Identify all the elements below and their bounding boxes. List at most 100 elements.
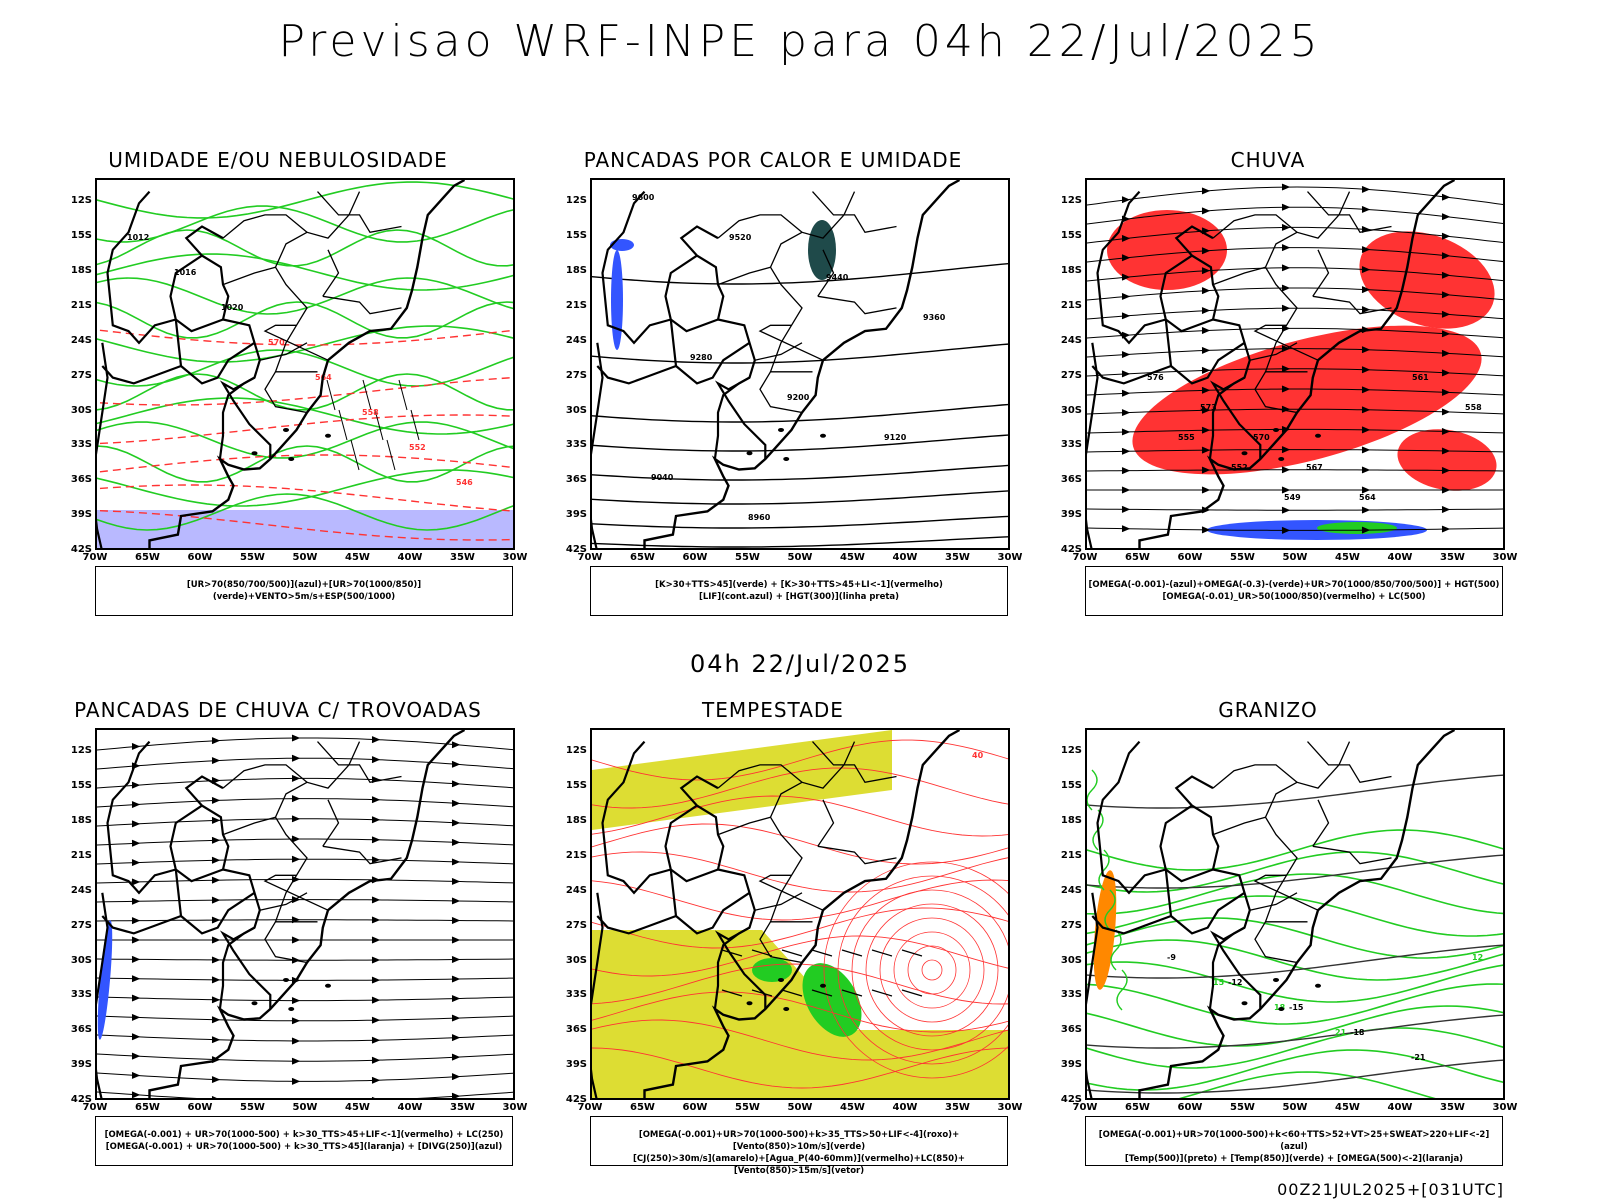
streamline-arrowhead	[1201, 366, 1211, 374]
streamline-arrowhead	[1441, 408, 1451, 416]
country-border	[679, 225, 767, 459]
legend-line: [OMEGA(-0.001) + UR>70(1000-500) + k>30_…	[104, 1130, 504, 1140]
state-border	[222, 764, 308, 789]
contour-label: 1012	[127, 233, 149, 242]
lon-label: 35W	[945, 552, 970, 563]
wind-vector	[386, 439, 396, 471]
streamline-arrowhead	[1361, 406, 1371, 414]
map-base	[1087, 730, 1456, 1098]
streamline-arrowhead	[131, 955, 141, 963]
streamline-arrowhead	[451, 995, 461, 1003]
streamline-arrowhead	[1121, 196, 1131, 204]
country-border	[106, 740, 177, 895]
streamline-arrowhead	[451, 1092, 461, 1098]
red-streamline	[592, 1019, 1008, 1061]
lat-label: 24S	[565, 334, 587, 346]
state-border	[758, 741, 856, 911]
cyclone-streamline	[921, 959, 943, 981]
temp-500-contour	[1087, 944, 1503, 979]
lat-label: 39S	[70, 509, 92, 521]
contour-label: 558	[362, 408, 379, 417]
streamline-arrowhead	[1361, 346, 1371, 354]
panel-pancadas-calor: PANCADAS POR CALOR E UMIDADE 9600 9520 944…	[543, 148, 1022, 618]
lat-label: 27S	[70, 919, 92, 931]
state-border	[754, 892, 803, 911]
country-border	[97, 342, 109, 548]
lat-label: 33S	[1060, 439, 1082, 451]
state-border	[322, 249, 340, 297]
state-border	[759, 921, 803, 964]
cyclone-streamline	[865, 903, 999, 1037]
lon-label: 70W	[82, 1102, 108, 1113]
streamline-arrowhead	[131, 839, 141, 847]
streamline-arrowhead	[371, 996, 381, 1004]
streamline-arrowhead	[1361, 466, 1371, 474]
coastline	[148, 730, 466, 1098]
streamline-arrowhead	[451, 741, 461, 749]
country-border	[664, 254, 719, 333]
lon-label: 40W	[892, 552, 918, 563]
state-border	[317, 191, 402, 234]
panel-title: GRANIZO	[1218, 698, 1318, 722]
lake-marker	[283, 427, 289, 432]
streamline-arrowhead	[1201, 386, 1211, 394]
lat-label: 24S	[565, 884, 587, 896]
state-border	[717, 214, 803, 239]
temp-850-contour	[1087, 1049, 1503, 1091]
lif-area	[611, 250, 623, 350]
streamline-arrowhead	[1441, 525, 1451, 533]
streamline-arrowhead	[371, 976, 381, 984]
height-contour	[592, 343, 1008, 364]
lat-label: 12S	[1060, 745, 1082, 757]
lat-label: 12S	[565, 745, 587, 757]
lon-label: 70W	[1072, 552, 1098, 563]
legend-line: [OMEGA(-0.001)+UR>70(1000-500)+k>35_TTS>…	[638, 1130, 960, 1152]
streamline-arrowhead	[211, 976, 221, 984]
lat-label: 15S	[1060, 780, 1082, 792]
streamline-arrowhead	[1201, 426, 1211, 434]
coastline	[148, 180, 466, 548]
map-base	[1087, 180, 1456, 548]
rain-area	[1397, 429, 1497, 491]
streamline-arrowhead	[131, 878, 141, 886]
streamline-arrowhead	[291, 1077, 301, 1085]
country-border	[1208, 376, 1246, 460]
lake-marker	[1315, 983, 1321, 988]
contour-label: 555	[1178, 433, 1195, 442]
green-contour	[1087, 769, 1098, 811]
contour-label: 9440	[826, 273, 849, 282]
contour-label: 12	[1472, 953, 1483, 962]
state-border	[1212, 266, 1266, 286]
streamline-arrowhead	[1121, 505, 1131, 513]
lat-label: 18S	[1060, 815, 1082, 826]
lake-marker	[783, 1007, 790, 1011]
rain-area	[1359, 231, 1495, 329]
streamline-arrowhead	[1441, 232, 1451, 240]
lon-label: 40W	[1387, 1102, 1413, 1113]
streamline-arrowhead	[1281, 264, 1291, 272]
state-border	[759, 371, 803, 414]
wind-vector	[781, 949, 803, 957]
streamline-arrowhead	[1441, 427, 1451, 435]
country-border	[713, 376, 751, 460]
lat-label: 33S	[70, 439, 92, 451]
streamline-arrowhead	[1281, 365, 1291, 373]
lon-label: 70W	[82, 552, 108, 563]
wind-vector	[398, 379, 408, 411]
streamline-arrowhead	[1441, 252, 1451, 260]
panel-title: TEMPESTADE	[702, 698, 844, 722]
lake-marker	[1278, 457, 1285, 461]
streamline-arrowhead	[1201, 466, 1211, 474]
streamline-arrowhead	[1441, 467, 1451, 474]
streamline-arrowhead	[1361, 185, 1371, 193]
wind-vector	[841, 949, 863, 957]
state-border	[322, 799, 340, 847]
streamline-arrowhead	[211, 916, 221, 924]
omega-strong-area	[1317, 522, 1397, 534]
wind-850-area	[802, 963, 862, 1037]
lat-label: 36S	[70, 1024, 92, 1036]
lat-label: 27S	[70, 369, 92, 381]
legend-box: [OMEGA(-0.001) + UR>70(1000-500) + k>30_…	[95, 1116, 513, 1166]
state-border	[769, 324, 813, 373]
streamline-arrowhead	[1121, 370, 1131, 378]
